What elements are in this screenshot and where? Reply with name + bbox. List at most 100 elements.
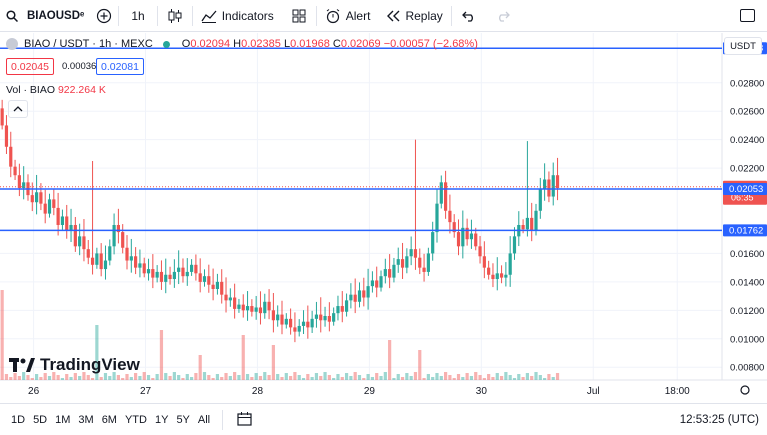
candle-body [504, 274, 508, 278]
indicators-button[interactable]: Indicators [193, 0, 282, 32]
volume-bar [499, 376, 504, 380]
volume-bar [340, 377, 344, 380]
volume-bar [211, 378, 215, 380]
compare-button[interactable] [90, 0, 118, 32]
candle-body [301, 321, 306, 326]
fullscreen-button[interactable] [734, 0, 767, 32]
interval-button[interactable]: 1h [119, 0, 156, 32]
divider [222, 409, 224, 430]
top-toolbar: BIAOUSDᵉ 1h Indicators Alert Replay [0, 0, 767, 32]
range-5y[interactable]: 5Y [176, 413, 190, 426]
range-1y[interactable]: 1Y [154, 413, 169, 426]
candle-body [52, 199, 56, 208]
range-1m[interactable]: 1M [55, 413, 71, 426]
price-tag-label: 0.01762 [729, 225, 763, 236]
candle-body [495, 273, 499, 280]
volume-bar [409, 376, 413, 380]
range-6m[interactable]: 6M [101, 413, 117, 426]
time-tick-label: Jul [587, 386, 600, 397]
volume-bar [297, 375, 301, 380]
volume-bar [177, 375, 181, 380]
settings-gear-icon[interactable] [740, 385, 750, 395]
replay-button[interactable]: Replay [378, 0, 450, 32]
redo-button[interactable] [486, 0, 520, 32]
candle-body [237, 304, 241, 309]
candle-body [289, 318, 293, 328]
candle-body [43, 203, 47, 214]
candle-body [112, 224, 116, 247]
symbol-label: BIAOUSDᵉ [27, 9, 85, 22]
volume-bar [517, 374, 521, 380]
time-tick-label: 27 [140, 386, 152, 397]
range-3m[interactable]: 3M [78, 413, 94, 426]
candle-body [543, 179, 547, 190]
candle-body [121, 232, 125, 248]
symbol-search[interactable]: BIAOUSDᵉ [0, 0, 90, 32]
volume-bar [159, 330, 164, 380]
candle-body [164, 274, 168, 282]
spread-value: 0.00036 [62, 61, 97, 72]
candle-body [405, 256, 409, 268]
candle-body [366, 286, 370, 298]
volume-bar [525, 373, 530, 380]
volume-bar [452, 378, 456, 380]
volume-bar [474, 372, 478, 380]
volume-bar [431, 377, 435, 380]
candle-body [258, 307, 263, 314]
chart-type-button[interactable] [158, 0, 192, 32]
candle-body [138, 263, 142, 268]
candle-body [499, 273, 504, 278]
candle-body [86, 249, 90, 258]
high-value: 0.02385 [241, 38, 281, 50]
low-label: L [283, 38, 291, 50]
volume-bar [301, 378, 306, 380]
volume-bar [353, 372, 357, 380]
volume-bar [508, 375, 512, 380]
candle-body [276, 314, 280, 321]
volume-bar [220, 377, 224, 380]
candle-body [396, 259, 400, 265]
clock-timezone[interactable]: 12:53:25 (UTC) [679, 413, 759, 426]
candle-body [413, 249, 418, 258]
candle-body [228, 297, 232, 301]
candle-body [452, 222, 456, 233]
range-5d[interactable]: 5D [33, 413, 48, 426]
volume-bar [112, 372, 116, 380]
volume-bar [237, 375, 241, 380]
time-tick-label: 30 [476, 386, 488, 397]
candle-body [340, 306, 344, 312]
range-1d[interactable]: 1D [11, 413, 26, 426]
change-value: −0.00057 (−2.68%) [383, 38, 478, 50]
volume-bar [314, 373, 319, 380]
indicators-label: Indicators [221, 8, 274, 23]
candle-body [362, 290, 366, 298]
candle-body [224, 294, 228, 301]
range-all[interactable]: All [197, 413, 211, 426]
volume-bar [332, 378, 336, 380]
candle-body [465, 227, 469, 240]
volume-bar [172, 372, 176, 380]
volume-bar [142, 372, 146, 380]
range-ytd[interactable]: YTD [124, 413, 147, 426]
price-chart[interactable]: 0.02800 0.02600 0.02400 0.02200 0.01600 0.014… [0, 33, 767, 403]
candle-body [327, 316, 331, 322]
volume-bar [435, 373, 439, 380]
volume-bar [224, 373, 228, 380]
undo-button[interactable] [452, 0, 486, 32]
volume-bar [289, 376, 293, 380]
date-range-button[interactable] [231, 411, 258, 429]
sell-price-button[interactable]: 0.02045 [6, 58, 54, 75]
currency-selector[interactable]: USDT [724, 37, 762, 55]
templates-button[interactable] [282, 0, 316, 32]
volume-value: 922.264 K [57, 84, 106, 96]
price-tag-label: 0.02053 [729, 184, 763, 195]
volume-bar [198, 355, 202, 380]
buy-price-button[interactable]: 0.02081 [96, 58, 144, 75]
divider [191, 5, 193, 26]
time-tick-label: 28 [252, 386, 264, 397]
alert-button[interactable]: Alert [317, 0, 379, 32]
volume-bar [108, 376, 112, 380]
volume-bar [379, 376, 383, 380]
volume-bar [344, 373, 349, 380]
collapse-legend-button[interactable] [8, 100, 28, 118]
